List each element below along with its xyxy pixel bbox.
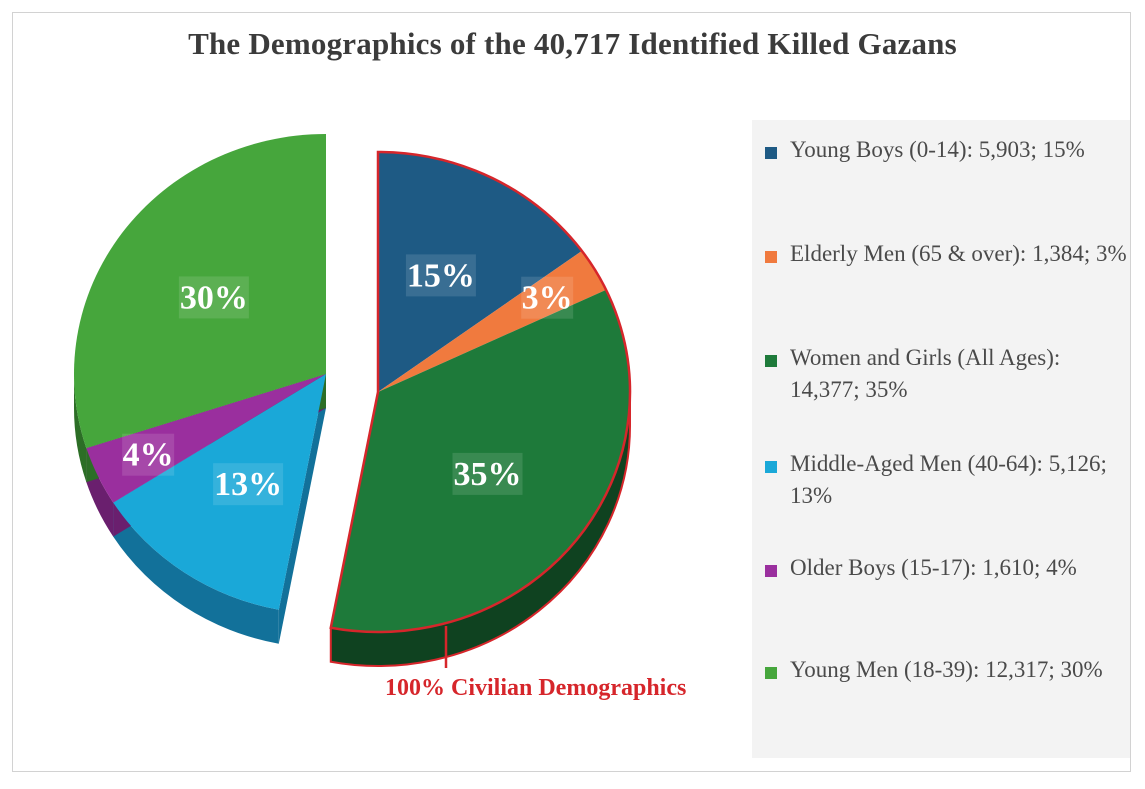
legend-item-middle-aged-men: Middle-Aged Men (40-64): 5,126; 13% — [765, 448, 1130, 512]
slice-label-box — [521, 276, 574, 319]
legend-swatch — [765, 667, 777, 679]
pie-slice — [73, 134, 327, 449]
legend-label: Women and Girls (All Ages): 14,377; 35% — [790, 345, 1061, 402]
legend-label: Young Men (18-39): 12,317; 30% — [790, 657, 1103, 682]
legend-swatch — [765, 355, 777, 367]
civilian-outline — [329, 150, 632, 634]
pie-slice — [330, 289, 630, 633]
pie-slice — [113, 374, 326, 610]
legend-label: Young Boys (0-14): 5,903; 15% — [790, 137, 1085, 162]
legend-item-women-girls: Women and Girls (All Ages): 14,377; 35% — [765, 342, 1130, 406]
civilian-annotation: 100% Civilian Demographics — [385, 675, 686, 701]
legend-panel — [752, 120, 1130, 758]
pie-slice — [378, 152, 582, 392]
slice-percent-label: 4% — [123, 437, 174, 474]
slice-percent-label: 13% — [214, 466, 282, 503]
pie-slice — [378, 250, 607, 392]
legend-label: Elderly Men (65 & over): 1,384; 3% — [790, 241, 1127, 266]
pie-slice-side — [74, 374, 87, 483]
slice-percent-label: 15% — [407, 257, 475, 294]
slice-label-box — [178, 276, 249, 319]
legend-swatch — [765, 565, 777, 577]
legend-swatch — [765, 147, 777, 159]
legend-label: Middle-Aged Men (40-64): 5,126; 13% — [790, 451, 1107, 508]
legend-item-older-boys: Older Boys (15-17): 1,610; 4% — [765, 552, 1130, 584]
legend-swatch — [765, 461, 777, 473]
chart-title: The Demographics of the 40,717 Identifie… — [188, 26, 957, 61]
slice-label-box — [122, 433, 175, 476]
legend-item-young-men: Young Men (18-39): 12,317; 30% — [765, 654, 1130, 686]
slice-label-box — [213, 463, 284, 506]
legend-swatch — [765, 251, 777, 263]
slice-percent-label: 35% — [454, 456, 522, 493]
legend-item-young-boys: Young Boys (0-14): 5,903; 15% — [765, 134, 1130, 166]
pie-slice-side — [330, 392, 630, 666]
pie-slice-cut-face — [278, 374, 326, 644]
pie-slice-side — [113, 502, 279, 644]
legend-label: Older Boys (15-17): 1,610; 4% — [790, 555, 1077, 580]
pie-slice — [86, 374, 326, 503]
slice-percent-label: 3% — [522, 280, 573, 317]
slice-label-box — [405, 254, 476, 297]
slice-percent-label: 30% — [180, 279, 248, 316]
legend-item-elderly-men: Elderly Men (65 & over): 1,384; 3% — [765, 238, 1130, 270]
civilian-outline-side — [329, 392, 631, 667]
slice-label-box — [452, 452, 523, 495]
